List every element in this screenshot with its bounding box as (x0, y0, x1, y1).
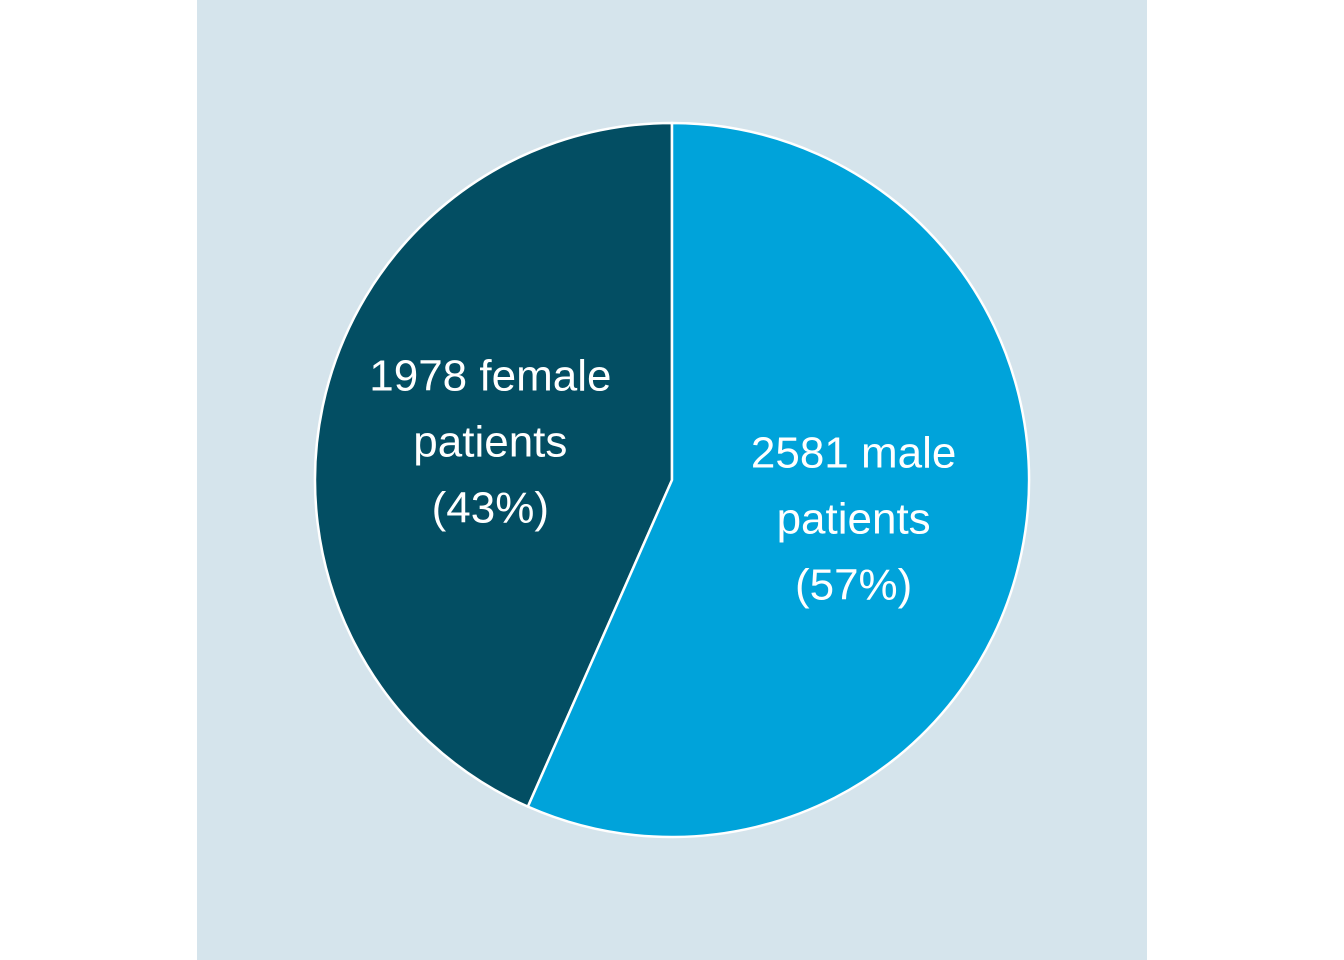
slice-label-male: 2581 male patients (57%) (751, 428, 956, 609)
slice-label-line: (43%) (432, 484, 549, 533)
pie-slice-female (313, 121, 674, 808)
slice-label-female: 1978 female patients (43%) (369, 352, 611, 533)
pie-labels: 1978 female patients (43%) 2581 male patient… (369, 352, 956, 610)
slice-label-line: 1978 female (369, 352, 611, 401)
pie-slices (313, 121, 1031, 839)
slice-label-line: (57%) (795, 560, 912, 609)
slice-label-line: 2581 male (751, 428, 956, 477)
slice-label-line: patients (413, 418, 567, 467)
pie-slice-male (526, 121, 1031, 839)
slice-label-line: patients (777, 494, 931, 543)
